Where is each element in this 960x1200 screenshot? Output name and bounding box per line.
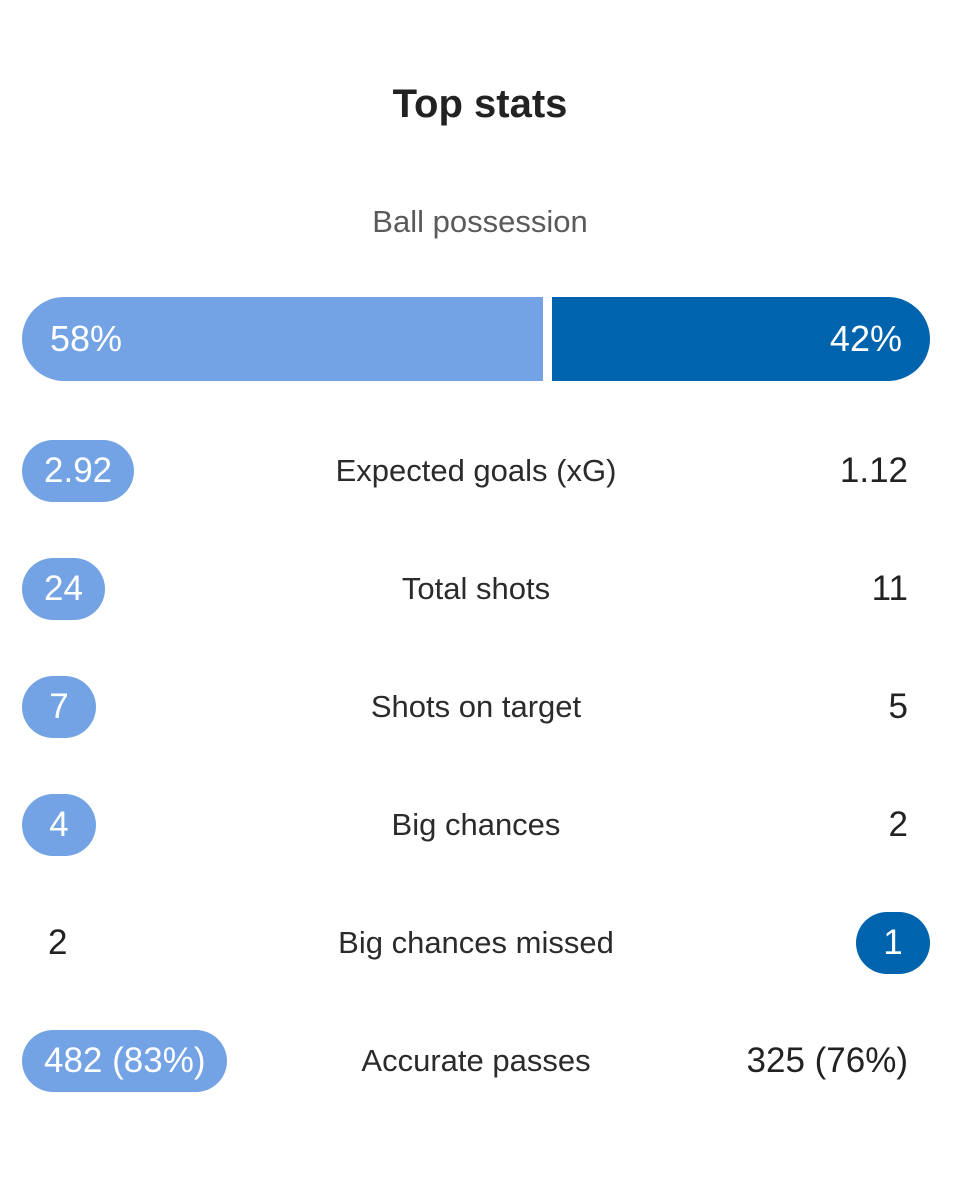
stat-row-big-chances-missed: Big chances missed 2 1	[22, 912, 930, 974]
stat-home-value: 482 (83%)	[22, 1030, 228, 1092]
stat-away-value: 325 (76%)	[746, 1041, 908, 1080]
stat-row-accurate-passes: Accurate passes 482 (83%) 325 (76%)	[22, 1030, 930, 1092]
possession-away-segment: 42%	[552, 297, 930, 381]
possession-divider	[543, 297, 553, 381]
stat-label: Expected goals (xG)	[335, 453, 617, 488]
stat-label: Big chances missed	[338, 925, 614, 960]
stat-home-value: 2.92	[22, 440, 135, 502]
stat-away-value: 2	[888, 805, 908, 844]
stat-row-expected-goals: Expected goals (xG) 2.92 1.12	[22, 440, 930, 502]
possession-away-value: 42%	[829, 318, 902, 359]
possession-label: Ball possession	[372, 204, 588, 239]
stat-home-value: 2	[48, 923, 68, 962]
possession-bar: 58% 42%	[22, 297, 930, 381]
stat-label: Total shots	[401, 571, 551, 606]
stat-home-value: 7	[22, 676, 96, 738]
possession-home-segment: 58%	[22, 297, 544, 381]
stat-away-value: 1	[856, 912, 930, 974]
stat-row-total-shots: Total shots 24 11	[22, 558, 930, 620]
stat-away-value: 11	[871, 569, 908, 608]
section-title: Top stats	[392, 82, 568, 126]
stat-label: Shots on target	[370, 689, 582, 724]
stat-label: Accurate passes	[361, 1043, 591, 1078]
possession-home-value: 58%	[50, 318, 123, 359]
stat-label: Big chances	[391, 807, 561, 842]
stat-home-value: 4	[22, 794, 96, 856]
stat-home-value: 24	[22, 558, 105, 620]
stat-away-value: 5	[888, 687, 908, 726]
stat-row-big-chances: Big chances 4 2	[22, 794, 930, 856]
stat-row-shots-on-target: Shots on target 7 5	[22, 676, 930, 738]
stat-away-value: 1.12	[839, 451, 908, 490]
